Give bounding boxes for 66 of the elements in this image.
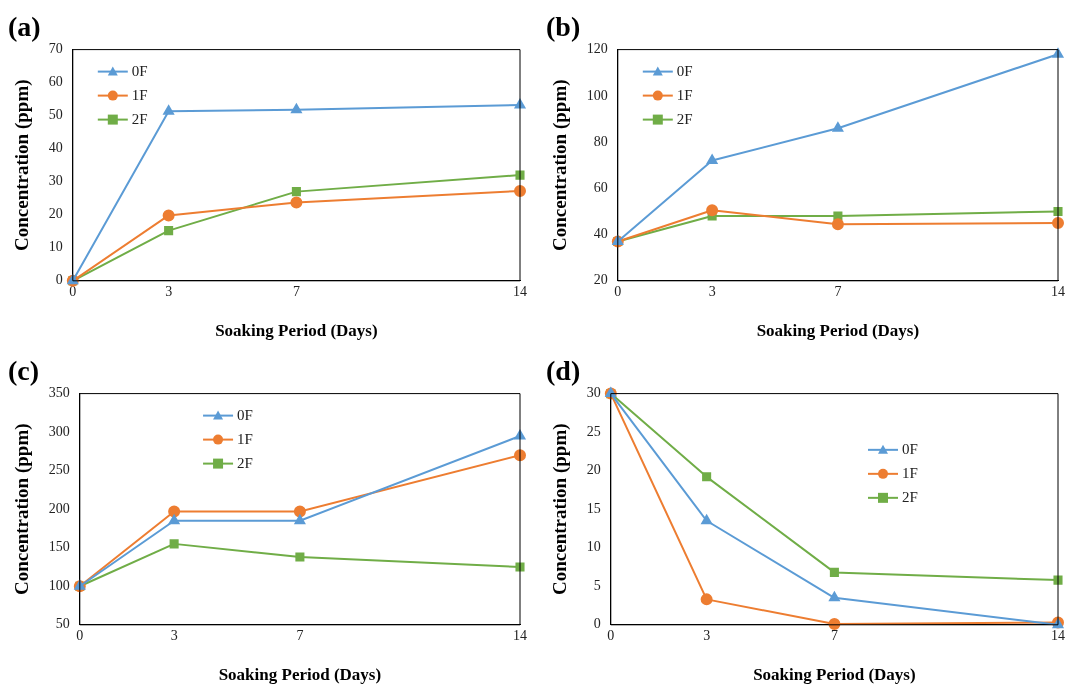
x-axis-title: Soaking Period (Days) — [218, 665, 382, 685]
y-tick-label: 50 — [48, 107, 63, 123]
x-axis-title: Soaking Period (Days) — [756, 321, 920, 341]
x-tick-label: 14 — [1051, 627, 1065, 643]
y-tick-label: 5 — [593, 577, 601, 593]
legend-label: 2F — [676, 110, 693, 127]
legend-label: 0F — [676, 62, 693, 79]
y-tick-label: 80 — [593, 133, 608, 149]
chart-title: (c) — [8, 355, 40, 387]
y-tick-label: 15 — [586, 500, 601, 516]
y-tick-label: 120 — [586, 41, 608, 57]
chart-title: (b) — [546, 11, 581, 43]
y-tick-label: 20 — [593, 272, 608, 288]
y-tick-label: 350 — [48, 385, 70, 401]
y-tick-label: 10 — [586, 539, 601, 555]
x-tick-label: 7 — [830, 627, 838, 643]
y-axis-title: Concentration (ppm) — [11, 423, 34, 595]
y-axis-title: Concentration (ppm) — [549, 423, 572, 595]
x-tick-label: 3 — [165, 283, 173, 299]
x-tick-label: 0 — [614, 283, 622, 299]
x-tick-label: 7 — [292, 283, 300, 299]
legend-label: 1F — [676, 86, 693, 103]
y-tick-label: 250 — [48, 462, 70, 478]
y-tick-label: 30 — [48, 173, 63, 189]
y-tick-label: 50 — [55, 616, 70, 632]
x-tick-label: 14 — [513, 283, 527, 299]
x-axis-title: Soaking Period (Days) — [215, 321, 378, 341]
x-tick-label: 7 — [834, 283, 842, 299]
x-tick-label: 0 — [76, 627, 84, 643]
y-tick-label: 200 — [48, 500, 70, 516]
legend-label: 1F — [902, 464, 918, 481]
y-tick-label: 25 — [586, 423, 601, 439]
x-tick-label: 14 — [1051, 283, 1065, 299]
y-tick-label: 60 — [593, 179, 608, 195]
legend-label: 1F — [131, 86, 148, 103]
y-tick-label: 40 — [48, 140, 63, 156]
y-tick-label: 40 — [593, 226, 608, 242]
x-tick-label: 14 — [513, 627, 527, 643]
chart-title: (a) — [8, 11, 41, 43]
x-tick-label: 3 — [170, 627, 178, 643]
y-tick-label: 60 — [48, 74, 63, 90]
y-tick-label: 0 — [55, 272, 63, 288]
legend-label: 2F — [131, 110, 148, 127]
legend-label: 1F — [237, 430, 253, 447]
y-tick-label: 20 — [586, 462, 601, 478]
y-tick-label: 100 — [586, 87, 608, 103]
y-tick-label: 100 — [48, 577, 70, 593]
x-tick-label: 3 — [708, 283, 716, 299]
legend-label: 0F — [902, 440, 918, 457]
legend-label: 2F — [902, 488, 918, 505]
y-tick-label: 70 — [48, 41, 63, 57]
legend-label: 0F — [237, 406, 253, 423]
y-tick-label: 150 — [48, 539, 70, 555]
y-tick-label: 300 — [48, 423, 70, 439]
y-tick-label: 20 — [48, 206, 63, 222]
y-axis-title: Concentration (ppm) — [11, 79, 34, 251]
y-tick-label: 10 — [48, 239, 63, 255]
chart-title: (d) — [546, 355, 581, 387]
x-axis-title: Soaking Period (Days) — [753, 665, 916, 685]
y-tick-label: 0 — [593, 616, 601, 632]
x-tick-label: 7 — [296, 627, 304, 643]
legend-label: 0F — [131, 62, 148, 79]
x-tick-label: 3 — [703, 627, 711, 643]
y-axis-title: Concentration (ppm) — [549, 79, 572, 251]
y-tick-label: 30 — [586, 385, 601, 401]
legend-label: 2F — [237, 454, 253, 471]
